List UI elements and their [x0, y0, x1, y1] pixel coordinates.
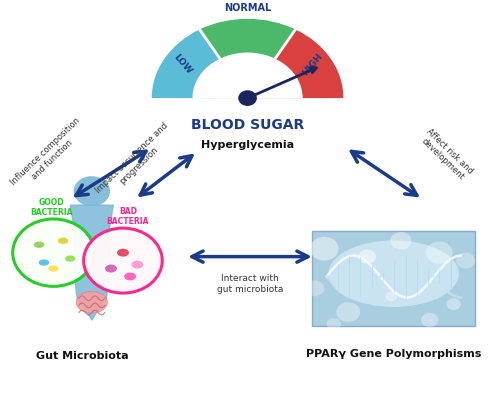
Text: Interact with
gut microbiota: Interact with gut microbiota [217, 274, 283, 294]
Circle shape [239, 91, 256, 105]
Circle shape [84, 228, 162, 293]
Polygon shape [70, 205, 114, 320]
Text: LOW: LOW [172, 53, 194, 76]
Circle shape [446, 298, 461, 310]
Ellipse shape [132, 260, 143, 268]
Circle shape [310, 237, 338, 260]
FancyBboxPatch shape [312, 231, 475, 326]
Circle shape [326, 318, 341, 330]
Circle shape [12, 219, 94, 286]
Text: PPARγ Gene Polymorphisms: PPARγ Gene Polymorphisms [306, 349, 482, 359]
Ellipse shape [58, 238, 68, 244]
Text: BLOOD SUGAR: BLOOD SUGAR [191, 118, 304, 132]
Text: NORMAL: NORMAL [224, 3, 271, 13]
Circle shape [358, 250, 376, 264]
Circle shape [74, 176, 110, 206]
Text: BAD
BACTERIA: BAD BACTERIA [106, 207, 149, 226]
Wedge shape [192, 52, 302, 98]
Ellipse shape [124, 272, 136, 280]
Wedge shape [248, 30, 344, 98]
Text: HIGH: HIGH [301, 52, 324, 77]
Circle shape [421, 313, 438, 327]
Wedge shape [200, 19, 296, 98]
Wedge shape [152, 30, 248, 98]
Text: Influence composition
and function: Influence composition and function [8, 116, 89, 195]
Ellipse shape [76, 291, 108, 313]
Circle shape [456, 253, 475, 268]
Circle shape [305, 280, 324, 296]
Text: Hyperglycemia: Hyperglycemia [201, 140, 294, 150]
Text: Gut Microbiota: Gut Microbiota [36, 351, 128, 361]
Ellipse shape [34, 242, 44, 248]
Text: Affect risk and
development: Affect risk and development [418, 128, 475, 184]
Ellipse shape [117, 249, 129, 257]
Circle shape [390, 232, 411, 250]
Ellipse shape [105, 264, 117, 272]
Text: Impact occurrence and
progression: Impact occurrence and progression [94, 121, 176, 202]
Ellipse shape [38, 260, 49, 266]
Ellipse shape [65, 256, 76, 262]
Circle shape [386, 292, 397, 301]
Circle shape [426, 242, 452, 264]
Text: GOOD
BACTERIA: GOOD BACTERIA [30, 198, 72, 217]
Circle shape [336, 302, 360, 322]
Ellipse shape [48, 265, 58, 272]
Ellipse shape [328, 240, 459, 307]
